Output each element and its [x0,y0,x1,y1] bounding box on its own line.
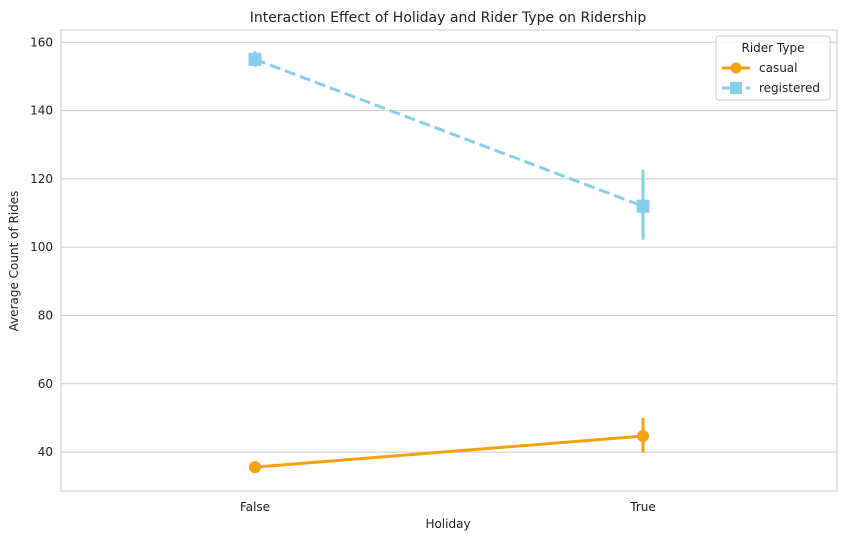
y-axis-label: Average Count of Rides [7,191,21,332]
gridlines [61,41,837,453]
series-layer [248,51,650,474]
legend-entry-casual: casual [722,61,798,75]
series-casual [249,417,649,474]
y-tick-label-100: 100 [30,240,53,254]
y-tick-label-160: 160 [30,35,53,49]
plot-area [61,30,837,491]
series-line-registered [254,57,644,208]
point-casual-true [637,430,649,443]
legend-title: Rider Type [742,41,805,55]
point-registered-true [636,199,650,213]
y-tick-label-140: 140 [30,104,53,118]
legend-marker-registered [730,82,742,94]
y-tick-label-60: 60 [38,377,53,391]
point-registered-false [248,52,262,66]
plot-frame [60,29,838,492]
x-axis-label: Holiday [425,517,470,531]
legend-label-casual: casual [759,61,798,75]
legend-entry-registered: registered [722,81,820,95]
y-tick-labels: 40 60 80 100 120 140 160 [30,35,53,459]
series-line-casual [254,434,644,469]
legend-box [715,35,831,101]
series-registered [248,51,650,240]
legend-marker-casual [730,62,742,74]
y-tick-label-80: 80 [38,308,53,322]
x-tick-label-false: False [240,500,270,514]
x-tick-label-true: True [629,500,656,514]
point-casual-false [249,461,261,474]
y-tick-label-120: 120 [30,172,53,186]
chart-title: Interaction Effect of Holiday and Rider … [250,10,647,26]
legend-entries: casual registered [722,61,820,95]
y-tick-label-40: 40 [38,445,53,459]
x-tick-labels: False True [240,500,656,514]
legend-label-registered: registered [759,81,820,95]
legend: Rider Type casual registered [715,35,831,101]
